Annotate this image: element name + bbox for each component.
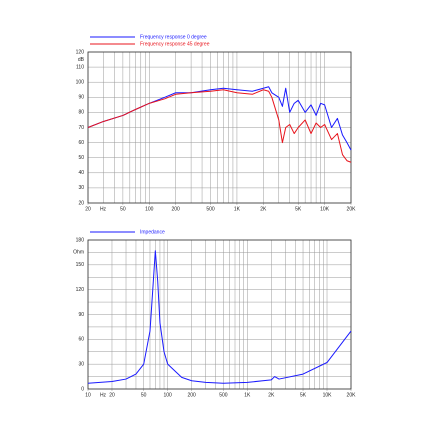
plot-frame — [87, 239, 352, 390]
y-tick-label: 30 — [78, 361, 84, 367]
y-tick-label: 40 — [78, 170, 84, 176]
x-tick-label: 2K — [260, 206, 267, 212]
x-tick-label: 5K — [300, 392, 307, 398]
legend-label: Frequency response 45 degree — [140, 41, 210, 47]
y-tick-label: 120 — [76, 287, 85, 293]
y-tick-label: 80 — [78, 110, 84, 116]
y-tick-label: 60 — [78, 140, 84, 146]
x-tick-label: 20K — [347, 206, 357, 212]
y-tick-label: 0 — [81, 386, 84, 392]
y-tick-label: 180 — [76, 237, 85, 243]
x-tick-label: 2K — [268, 392, 275, 398]
x-unit: Hz — [100, 206, 107, 212]
x-tick-label: 20 — [109, 392, 115, 398]
y-tick-label: 120 — [76, 49, 85, 55]
x-tick-label: 1K — [244, 392, 251, 398]
x-tick-label: 1K — [234, 206, 241, 212]
y-tick-label: 110 — [76, 64, 84, 70]
y-tick-label: 30 — [78, 185, 84, 191]
legend-label: Impedance — [140, 229, 165, 235]
x-tick-label: 100 — [145, 206, 154, 212]
x-tick-label: 10K — [320, 206, 330, 212]
y-tick-label: 90 — [78, 312, 84, 318]
x-tick-label: 10 — [85, 392, 91, 398]
x-tick-label: 200 — [187, 392, 196, 398]
x-tick-label: 500 — [206, 206, 215, 212]
x-tick-label: 50 — [120, 206, 126, 212]
x-tick-label: 20K — [347, 392, 357, 398]
y-tick-label: 150 — [76, 262, 85, 268]
x-tick-label: 200 — [171, 206, 180, 212]
y-tick-label: 60 — [78, 337, 84, 343]
y-tick-label: 50 — [78, 155, 84, 161]
y-tick-label: 70 — [78, 125, 84, 131]
y-unit: Ohm — [73, 250, 84, 256]
legend-label: Frequency response 0 degree — [140, 34, 207, 40]
x-tick-label: 10K — [323, 392, 333, 398]
x-unit: Hz — [100, 392, 107, 398]
y-tick-label: 20 — [78, 200, 84, 206]
x-tick-label: 20 — [85, 206, 91, 212]
y-tick-label: 100 — [76, 80, 85, 86]
y-unit: dB — [78, 57, 85, 63]
x-tick-label: 5K — [295, 206, 302, 212]
series-line — [87, 89, 352, 163]
x-tick-label: 100 — [164, 392, 173, 398]
series-line — [87, 86, 352, 151]
x-tick-label: 50 — [141, 392, 147, 398]
y-tick-label: 90 — [78, 95, 84, 101]
x-tick-label: 500 — [219, 392, 228, 398]
series-line — [87, 250, 352, 384]
